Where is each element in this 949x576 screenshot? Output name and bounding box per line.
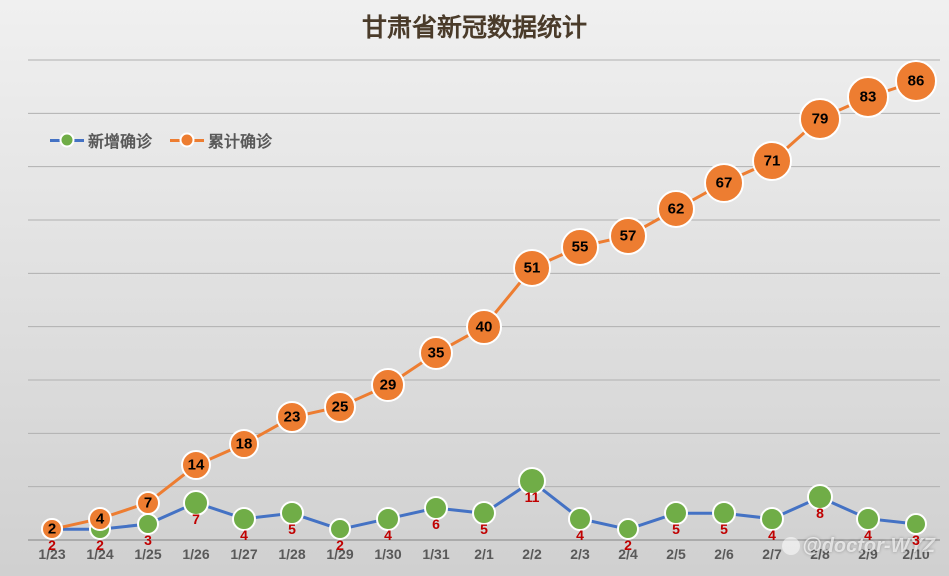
series-data-label: 4 (576, 527, 584, 543)
x-tick-label: 2/1 (474, 546, 493, 562)
series-data-label: 86 (908, 73, 925, 90)
series-data-label: 35 (428, 345, 445, 362)
x-tick-label: 1/26 (182, 546, 209, 562)
series-data-label: 57 (620, 228, 637, 245)
x-tick-label: 2/5 (666, 546, 685, 562)
series-data-label: 2 (48, 521, 56, 538)
series-data-label: 62 (668, 201, 685, 218)
series-data-label: 6 (432, 516, 440, 532)
series-data-label: 71 (764, 153, 781, 170)
legend-label: 累计确诊 (208, 128, 272, 152)
series-data-label: 4 (768, 527, 776, 543)
series-data-label: 11 (525, 489, 540, 505)
series-data-label: 51 (524, 260, 541, 277)
x-tick-label: 1/30 (374, 546, 401, 562)
series-data-label: 55 (572, 238, 589, 255)
series-data-label: 8 (816, 505, 824, 521)
legend-swatch-line (50, 139, 84, 142)
series-data-label: 2 (48, 537, 56, 553)
series-data-label: 29 (380, 377, 397, 394)
legend-label: 新增确诊 (88, 128, 152, 152)
x-tick-label: 1/25 (134, 546, 161, 562)
legend-item: 累计确诊 (170, 128, 272, 152)
series-data-label: 5 (672, 521, 680, 537)
series-data-label: 7 (144, 494, 152, 511)
x-tick-label: 2/7 (762, 546, 781, 562)
series-data-label: 5 (480, 521, 488, 537)
series-data-label: 40 (476, 318, 493, 335)
legend-item: 新增确诊 (50, 128, 152, 152)
watermark-icon (782, 537, 800, 555)
x-tick-label: 1/28 (278, 546, 305, 562)
series-data-label: 3 (144, 532, 152, 548)
series-data-label: 4 (864, 527, 872, 543)
x-tick-label: 2/2 (522, 546, 541, 562)
series-data-label: 2 (96, 537, 104, 553)
series-data-label: 14 (188, 457, 205, 474)
series-data-label: 7 (192, 511, 200, 527)
legend: 新增确诊 累计确诊 (50, 128, 290, 152)
series-data-label: 25 (332, 398, 349, 415)
series-data-label: 67 (716, 174, 733, 191)
series-data-label: 2 (336, 537, 344, 553)
legend-swatch-line (170, 139, 204, 142)
legend-swatch-marker (180, 133, 195, 148)
series-data-label: 5 (720, 521, 728, 537)
x-tick-label: 2/6 (714, 546, 733, 562)
x-tick-label: 2/3 (570, 546, 589, 562)
series-data-label: 18 (236, 436, 253, 453)
legend-swatch-marker (60, 133, 75, 148)
series-data-label: 4 (240, 527, 248, 543)
series-lines (0, 0, 949, 576)
series-data-label: 23 (284, 409, 301, 426)
series-data-label: 79 (812, 110, 829, 127)
x-tick-label: 1/31 (422, 546, 449, 562)
series-data-label: 2 (624, 537, 632, 553)
series-data-label: 5 (288, 521, 296, 537)
x-tick-label: 1/27 (230, 546, 257, 562)
series-data-label: 3 (912, 532, 920, 548)
chart-container: 甘肃省新冠数据统计 223745246511425548432471418232… (0, 0, 949, 576)
series-data-label: 4 (384, 527, 392, 543)
series-data-label: 83 (860, 89, 877, 106)
series-data-label: 4 (96, 510, 104, 527)
